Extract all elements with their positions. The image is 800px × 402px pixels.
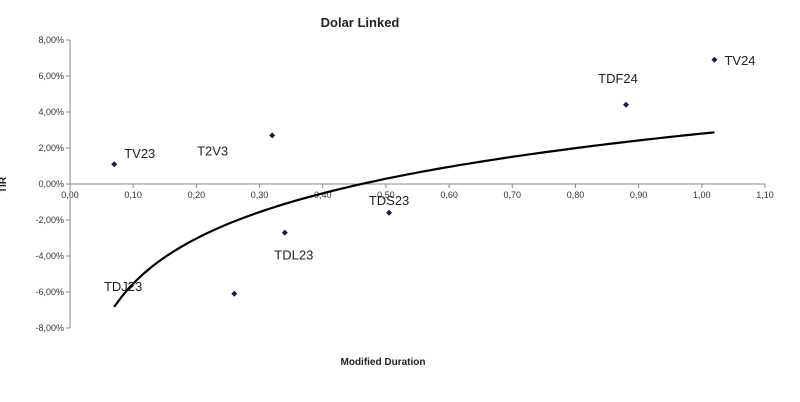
y-tick-label: -6,00% bbox=[35, 287, 64, 297]
point-label: TDS23 bbox=[369, 193, 409, 208]
x-tick-label: 0,10 bbox=[124, 190, 142, 200]
y-tick-label: -4,00% bbox=[35, 251, 64, 261]
data-point bbox=[231, 290, 238, 297]
data-point bbox=[386, 209, 393, 216]
x-axis: 0,00 0,10 0,20 0,30 0,40 0,50 0,60 0,70 0,80 0,90… bbox=[61, 184, 774, 200]
data-point bbox=[281, 229, 288, 236]
x-tick-label: 0,60 bbox=[440, 190, 458, 200]
x-tick-label: 1,00 bbox=[693, 190, 711, 200]
data-point bbox=[623, 101, 629, 108]
x-tick-label: 0,70 bbox=[504, 190, 522, 200]
x-tick-label: 0,30 bbox=[251, 190, 269, 200]
x-tick-label: 0,20 bbox=[188, 190, 206, 200]
y-tick-label: 2,00% bbox=[38, 143, 64, 153]
point-label: TDJ23 bbox=[104, 279, 142, 294]
y-tick-label: 0,00% bbox=[38, 179, 64, 189]
point-label: TDL23 bbox=[274, 248, 313, 263]
data-point bbox=[269, 132, 276, 139]
y-tick-label: 6,00% bbox=[38, 71, 64, 81]
x-tick-label: 1,10 bbox=[756, 190, 774, 200]
x-tick-label: 0,90 bbox=[630, 190, 648, 200]
chart-title: Dolar Linked bbox=[321, 15, 400, 30]
data-point bbox=[711, 56, 718, 63]
y-tick-label: -8,00% bbox=[35, 323, 64, 333]
x-axis-title: Modified Duration bbox=[341, 357, 426, 368]
x-tick-label: 0,50 bbox=[377, 190, 395, 200]
trendline bbox=[113, 131, 715, 308]
data-points: TV23 T2V3 TDJ23 TDL23 TDS23 TDF24 TV24 bbox=[104, 53, 756, 297]
y-tick-label: -2,00% bbox=[35, 215, 64, 225]
y-axis: 8,00% 6,00% 4,00% 2,00% 0,00% -2,00% -4,00% -6,… bbox=[35, 35, 70, 333]
y-tick-label: 4,00% bbox=[38, 107, 64, 117]
x-tick-label: 0,40 bbox=[314, 190, 332, 200]
point-label: TDF24 bbox=[598, 71, 638, 86]
point-label: TV23 bbox=[124, 146, 155, 161]
data-point bbox=[111, 161, 118, 168]
y-axis-title: TIR bbox=[0, 176, 9, 193]
y-tick-label: 8,00% bbox=[38, 35, 64, 45]
x-tick-label: 0,80 bbox=[567, 190, 585, 200]
point-label: T2V3 bbox=[197, 143, 228, 158]
point-label: TV24 bbox=[724, 53, 755, 68]
